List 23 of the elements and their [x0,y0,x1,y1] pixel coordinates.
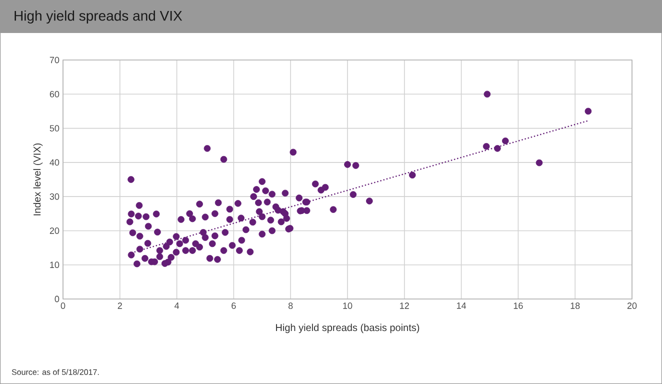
y-tick-label: 20 [50,228,60,234]
x-tick-label: 10 [343,302,352,309]
x-tick-label: 6 [232,302,236,309]
x-tick-label: 0 [60,302,66,309]
y-axis-title: Index level (VIX) [33,143,43,216]
x-axis-title: High yield spreads (basis points) [276,324,420,334]
x-tick-label: 20 [627,302,637,309]
x-tick-label: 16 [514,302,523,309]
x-tick-label: 2 [118,302,122,309]
y-tick-label: 70 [50,56,60,64]
x-tick-label: 14 [456,302,466,309]
source-note: Source: as of 5/18/2017. [12,369,99,375]
x-tick-label: 8 [288,302,293,309]
chart-title: High yield spreads and VIX [14,10,182,24]
x-tick-label: 4 [174,302,180,309]
y-tick-label: 30 [50,193,60,200]
y-tick-label: 60 [50,90,60,98]
y-tick-label: 10 [50,262,60,268]
x-tick-label: 18 [570,302,580,309]
y-tick-label: 50 [50,125,60,132]
y-tick-label: 0 [54,296,60,302]
x-tick-label: 12 [400,302,409,309]
y-tick-label: 40 [50,159,60,166]
